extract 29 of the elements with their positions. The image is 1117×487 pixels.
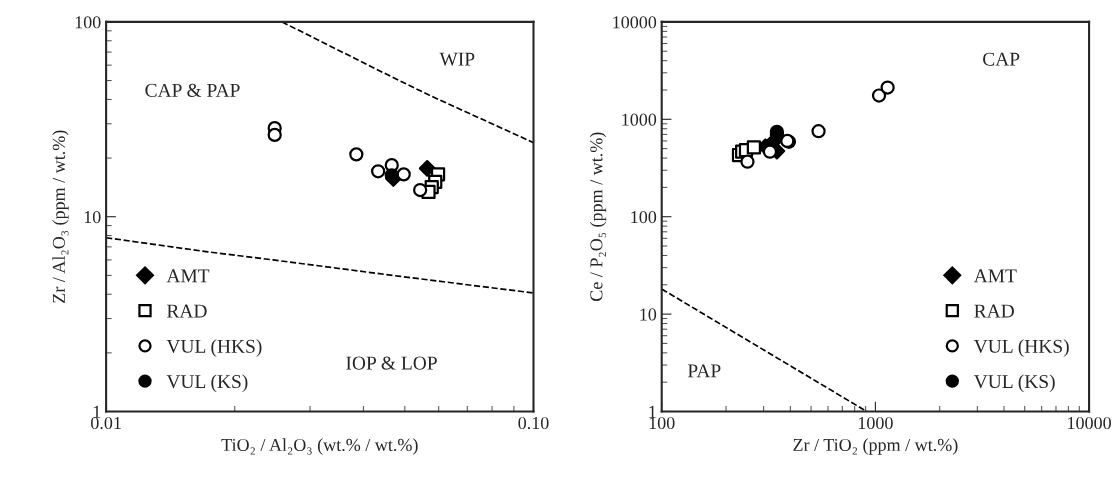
y-tick-label: 10 <box>640 308 657 321</box>
y-tick-label: 10000 <box>613 16 657 29</box>
x-axis-title: Zr / TiO₂ (ppm / wt.%) <box>793 438 958 455</box>
x-tick-label: 1000 <box>858 416 893 430</box>
legend-label: AMT <box>166 269 210 283</box>
y-tick-label: 100 <box>75 16 101 29</box>
x-tick-label: 10000 <box>1068 416 1111 430</box>
x-tick-label: 0.01 <box>91 416 121 430</box>
y-tick-label: 1 <box>93 405 101 418</box>
annotation: CAP & PAP <box>145 83 240 97</box>
annotation: IOP & LOP <box>346 356 437 370</box>
y-axis-title: Ce / P₂O₅ (ppm / wt.%) <box>589 132 607 301</box>
annotation: PAP <box>687 364 721 378</box>
legend-label: VUL (KS) <box>166 374 248 393</box>
annotation: WIP <box>439 52 475 66</box>
legend-label: RAD <box>166 304 207 318</box>
y-tick-label: 10 <box>84 210 101 224</box>
legend-label: RAD <box>974 304 1014 318</box>
legend-label: VUL (KS) <box>973 374 1055 393</box>
x-axis-title: TiO₂ / Al₂O₃ (wt.% / wt.%) <box>221 438 418 455</box>
annotation: CAP <box>983 52 1020 66</box>
legend-label: VUL (HKS) <box>973 339 1069 357</box>
y-axis-title: Zr / Al₂O₃ (ppm / wt.%) <box>52 130 69 303</box>
legend-label: VUL (HKS) <box>166 339 262 357</box>
y-tick-label: 1000 <box>622 113 657 126</box>
x-tick-label: 0.10 <box>518 416 549 430</box>
y-tick-label: 100 <box>631 210 657 224</box>
legend-label: AMT <box>973 269 1017 283</box>
y-tick-label: 1 <box>649 405 656 418</box>
